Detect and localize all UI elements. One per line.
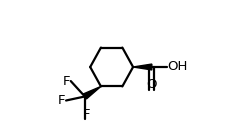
Polygon shape xyxy=(133,64,152,70)
Text: O: O xyxy=(146,78,157,91)
Text: F: F xyxy=(82,108,90,121)
Polygon shape xyxy=(83,86,101,99)
Text: OH: OH xyxy=(167,60,188,74)
Text: F: F xyxy=(63,75,70,88)
Text: F: F xyxy=(58,94,66,107)
